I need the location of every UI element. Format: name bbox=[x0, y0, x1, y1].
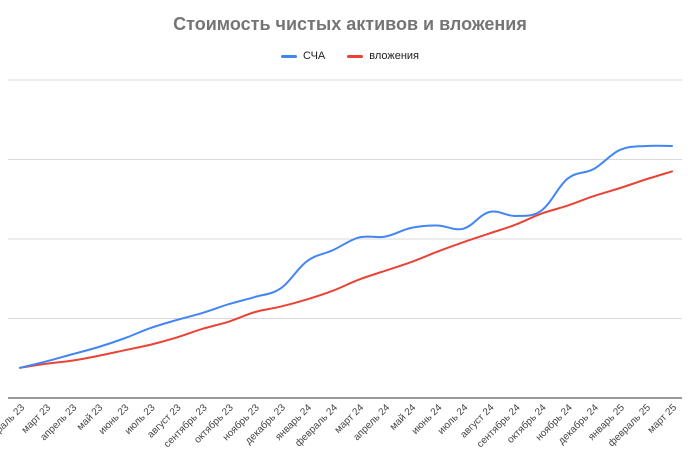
legend-label-investments: вложения bbox=[369, 50, 420, 62]
legend-swatch-investments bbox=[347, 54, 364, 58]
legend-label-sca: СЧА bbox=[302, 50, 326, 62]
chart-title: Стоимость чистых активов и вложения bbox=[173, 14, 527, 34]
legend-item-sca: СЧА bbox=[280, 50, 326, 62]
series-line-1 bbox=[19, 170, 673, 369]
gridlines bbox=[8, 79, 682, 399]
chart-legend: СЧА вложения bbox=[0, 50, 700, 62]
legend-item-investments: вложения bbox=[347, 50, 419, 62]
legend-swatch-sca bbox=[280, 54, 297, 58]
x-tick-label: март 25 bbox=[646, 402, 680, 436]
series-line-0 bbox=[19, 144, 673, 369]
